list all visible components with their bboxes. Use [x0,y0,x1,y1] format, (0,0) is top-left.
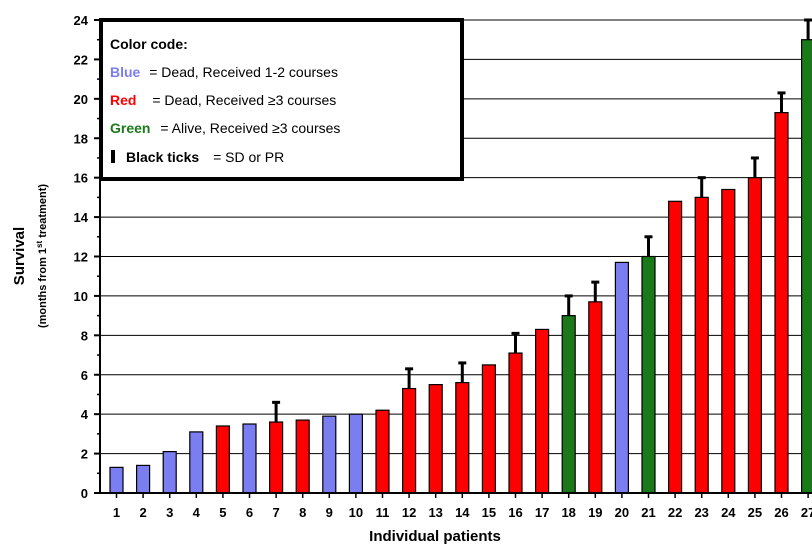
legend-box [99,18,464,181]
y-axis-subtitle: (months from 1st treatment) [35,184,49,328]
y-axis-subtitle-sup: st [35,241,44,248]
legend-desc-green: = Alive, Received ≥3 courses [160,120,340,136]
bars-group [109,18,812,494]
x-tick-label: 25 [748,505,762,520]
legend-item-blue: Blue = Dead, Received 1-2 courses [110,64,338,80]
x-tick-label: 16 [508,505,522,520]
x-tick-label: 14 [455,505,470,520]
x-tick-labels: 1 2 3 4 5 6 7 8 9 10 11 12 13 14 15 16 17 18 19 20 21 22 23 24 2… [113,493,812,520]
bar [774,112,789,494]
x-tick-label: 20 [615,505,629,520]
bar [322,415,337,494]
y-tick-label: 10 [74,289,88,304]
x-tick-label: 19 [588,505,602,520]
y-axis-subtitle-pre: (months from 1 [37,248,49,328]
bar [641,255,656,494]
y-tick-label: 20 [74,92,88,107]
y-tick-label: 18 [74,131,88,146]
bar [508,352,523,494]
x-tick-label: 9 [326,505,333,520]
bar [561,315,576,494]
y-tick-label: 14 [74,210,89,225]
x-tick-label: 11 [376,505,390,520]
bar [428,384,443,494]
y-tick-label: 22 [74,52,88,67]
legend-item-red: Red = Dead, Received ≥3 courses [110,92,336,108]
bar [375,409,390,494]
legend-key-ticks: Black ticks [126,149,199,165]
legend-key-green: Green [110,120,150,136]
y-axis-title-group: Survival [11,227,28,285]
bar [694,196,709,494]
x-tick-label: 21 [641,505,655,520]
bar [534,328,550,494]
bar [136,464,151,494]
x-tick-label: 12 [402,505,416,520]
y-tick-label: 2 [81,447,88,462]
x-tick-label: 3 [166,505,173,520]
legend-key-blue: Blue [110,64,141,80]
bar [455,382,470,494]
y-axis-subtitle-post: treatment) [37,184,49,241]
bar [189,431,204,494]
x-tick-label: 2 [139,505,146,520]
y-tick-label: 16 [74,171,88,186]
x-tick-label: 23 [694,505,708,520]
x-tick-label: 27 [801,505,812,520]
x-tick-label: 1 [113,505,120,520]
x-tick-label: 22 [668,505,682,520]
x-tick-label: 26 [774,505,788,520]
y-tick-label: 0 [81,486,88,501]
legend: Color code: Blue = Dead, Received 1-2 co… [99,18,464,181]
bar [269,421,284,494]
x-tick-label: 4 [193,505,201,520]
x-axis-title: Individual patients [369,528,501,545]
x-tick-label: 7 [272,505,279,520]
x-tick-label: 10 [349,505,363,520]
legend-item-ticks: Black ticks = SD or PR [126,149,284,165]
bar [747,177,763,494]
bar [215,425,230,494]
x-tick-label: 18 [561,505,575,520]
x-tick-label: 24 [721,505,736,520]
bar [800,39,812,494]
legend-item-green: Green = Alive, Received ≥3 courses [110,120,340,136]
bar [588,301,603,494]
bar [242,423,257,494]
bar [481,364,496,494]
x-tick-label: 13 [428,505,442,520]
bar [348,413,363,494]
y-tick-label: 24 [74,13,89,28]
y-axis-title: Survival [11,227,28,285]
bar [109,466,124,494]
bar [721,188,736,494]
x-tick-label: 5 [219,505,226,520]
bar [614,261,630,494]
x-tick-label: 6 [246,505,253,520]
y-axis-subtitle-group: (months from 1st treatment) [35,184,49,328]
bar [402,387,417,494]
legend-desc-ticks: = SD or PR [213,149,284,165]
bar [162,451,177,494]
y-tick-label: 4 [81,407,89,422]
black-tick-icon [111,150,115,163]
legend-key-red: Red [110,92,136,108]
x-tick-label: 15 [482,505,496,520]
legend-desc-blue: = Dead, Received 1-2 courses [149,64,338,80]
y-tick-label: 6 [81,368,88,383]
legend-desc-red: = Dead, Received ≥3 courses [152,92,336,108]
y-tick-label: 12 [74,250,88,265]
bar [667,200,683,494]
x-tick-label: 8 [299,505,306,520]
x-tick-label: 17 [535,505,549,520]
legend-title: Color code: [110,36,188,52]
y-tick-label: 8 [81,328,88,343]
bar [295,419,310,494]
